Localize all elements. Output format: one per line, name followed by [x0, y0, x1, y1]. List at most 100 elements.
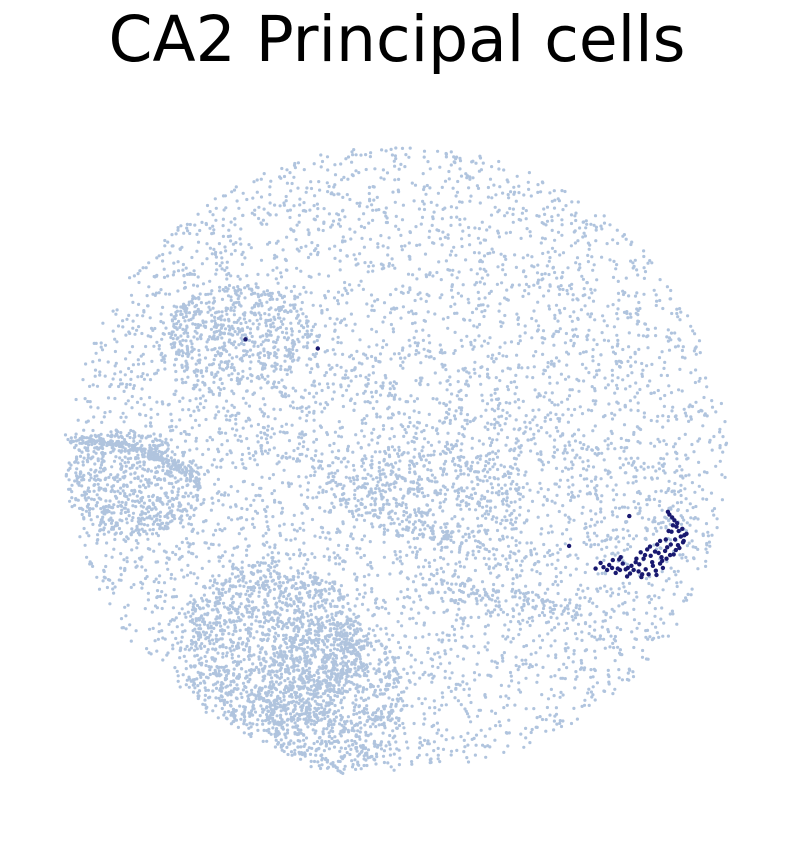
background-cell-point [701, 497, 705, 501]
background-cell-point [502, 254, 506, 258]
background-cell-point [576, 556, 580, 560]
background-cell-point [720, 498, 725, 502]
background-cell-point [292, 163, 297, 167]
background-cell-point [569, 498, 573, 503]
background-cell-point [472, 345, 476, 349]
background-cell-point [128, 382, 132, 387]
background-cell-point [684, 555, 688, 560]
background-cell-point [406, 272, 411, 276]
background-cell-point [589, 287, 593, 291]
background-cell-point [228, 449, 232, 453]
background-cell-point [561, 251, 566, 255]
background-cell-point [339, 435, 344, 439]
background-cell-point [457, 550, 461, 554]
background-cell-point [472, 671, 477, 675]
background-cell-point [515, 385, 519, 389]
background-cell-point [407, 338, 411, 342]
background-cell-point [682, 407, 686, 411]
background-cell-point [479, 168, 483, 172]
background-cell-point [338, 248, 343, 252]
background-cell-point [477, 673, 481, 677]
background-cell-point [263, 449, 267, 453]
background-cell-point [422, 149, 427, 153]
background-cell-point [242, 349, 246, 353]
background-cell-point [583, 622, 588, 626]
background-cell-point [608, 223, 612, 227]
background-cell-point [435, 721, 439, 725]
background-cell-point [571, 293, 575, 297]
background-cell-point [673, 470, 677, 474]
background-cell-point [641, 368, 645, 372]
background-cell-point [140, 387, 144, 391]
background-cell-point [536, 263, 540, 267]
background-cell-point [516, 365, 521, 370]
background-cell-point [402, 726, 406, 730]
background-cell-point [543, 591, 547, 595]
background-cell-point [444, 259, 448, 263]
background-cell-point [192, 283, 196, 287]
background-cell-point [129, 585, 133, 590]
background-cell-point [471, 553, 475, 557]
background-cell-point [381, 168, 385, 172]
background-cell-point [637, 347, 641, 351]
background-cell-point [566, 420, 571, 424]
background-cell-point [147, 285, 151, 289]
background-cell-point [118, 378, 123, 382]
background-cell-point [431, 676, 435, 680]
background-cell-point [375, 624, 379, 628]
background-cell-point [532, 365, 536, 369]
background-cell-point [576, 587, 580, 592]
background-cell-point [490, 356, 494, 360]
background-cell-point [611, 303, 615, 307]
background-cell-point [527, 292, 531, 296]
background-cell-point [573, 686, 577, 690]
background-cell-point [571, 344, 576, 348]
background-cell-point [349, 534, 353, 538]
background-cell-point [511, 212, 515, 216]
background-cell-point [673, 481, 677, 486]
background-cell-point [117, 384, 121, 389]
background-cell-point [278, 175, 282, 179]
background-cell-point [267, 585, 271, 589]
background-cell-point [573, 616, 578, 620]
background-cell-point [270, 556, 274, 560]
background-cell-point [156, 368, 160, 372]
background-cell-point [549, 644, 553, 648]
background-cell-point [122, 420, 126, 424]
background-cell-point [563, 306, 567, 311]
background-cell-point [531, 619, 535, 623]
background-cell-point [391, 190, 395, 194]
background-cell-point [649, 418, 653, 423]
background-cell-point [275, 266, 279, 270]
background-cell-point [370, 395, 374, 399]
background-cell-point [609, 587, 613, 591]
background-cell-point [535, 680, 539, 684]
background-cell-point [420, 449, 424, 453]
chart-title: CA2 Principal cells [108, 3, 686, 76]
background-cell-point [119, 573, 123, 577]
background-cell-point [211, 224, 215, 228]
background-cell-point [476, 651, 481, 655]
background-cell-point [530, 590, 535, 594]
background-cell-point [663, 393, 667, 398]
background-cell-point [251, 392, 255, 396]
background-cell-point [171, 647, 175, 651]
background-cell-point [373, 299, 377, 303]
background-cell-point [123, 373, 127, 377]
background-cell-point [498, 185, 502, 189]
background-cell-point [370, 587, 374, 591]
background-cell-point [292, 552, 296, 557]
background-cell-point [402, 704, 406, 708]
background-cell-point [501, 321, 505, 325]
background-cell-point [366, 270, 370, 274]
background-cell-point [197, 353, 201, 357]
background-cell-point [182, 430, 186, 434]
background-cell-point [538, 572, 542, 576]
background-cell-point [493, 417, 497, 421]
background-cell-point [217, 490, 221, 494]
background-cell-point [108, 384, 112, 389]
background-cell-point [488, 443, 493, 448]
background-cell-point [536, 300, 540, 304]
background-cell-point [134, 505, 138, 509]
background-cell-point [486, 273, 490, 277]
